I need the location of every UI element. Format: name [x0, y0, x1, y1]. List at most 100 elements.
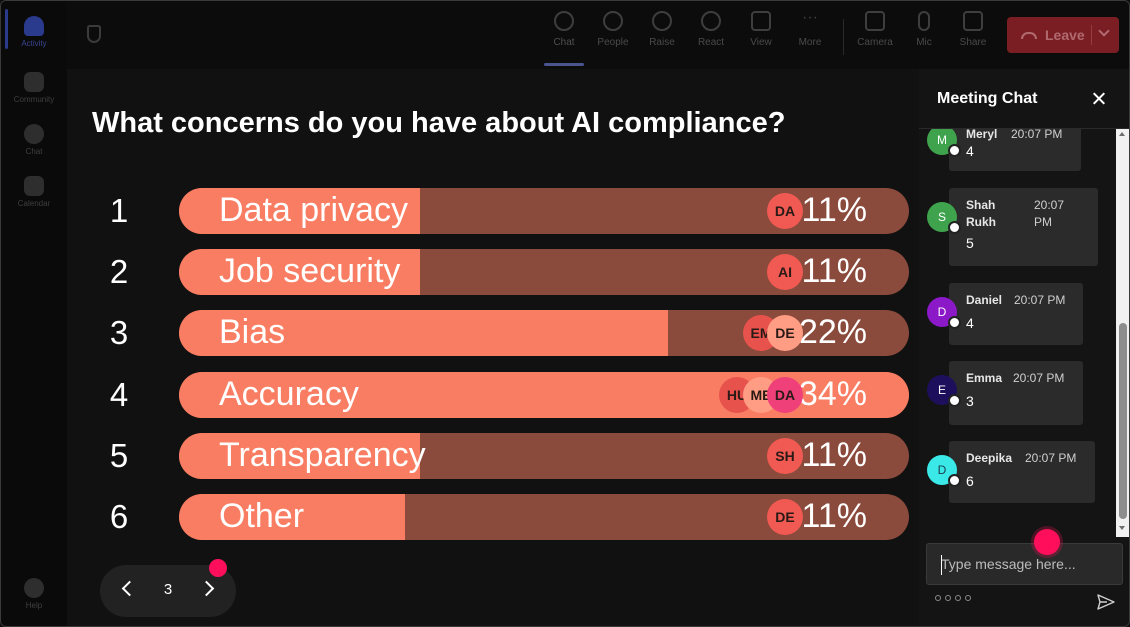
avatar: D — [927, 455, 961, 487]
poll-option-number: 3 — [109, 314, 129, 351]
voter-avatar: DA — [767, 193, 803, 229]
leave-button[interactable]: Leave — [1007, 17, 1119, 53]
poll-option-label: Transparency — [219, 436, 426, 474]
cursor-indicator — [1034, 529, 1060, 555]
chat-active-underline — [544, 63, 584, 66]
phone-hangup-icon — [1021, 31, 1037, 39]
close-icon[interactable] — [1089, 89, 1109, 109]
community-icon — [24, 72, 44, 92]
people-icon — [603, 11, 623, 31]
voter-avatar: DA — [767, 377, 803, 413]
avatar: E — [927, 375, 961, 407]
shield-icon — [87, 25, 101, 43]
message-bubble: Shah Rukh 20:07 PM 5 — [949, 188, 1098, 266]
raise-hand-icon — [652, 11, 672, 31]
poll-option-number: 2 — [109, 253, 129, 290]
gif-icon[interactable] — [965, 595, 971, 601]
poll-option-row: 6 Other 11% DE — [67, 494, 919, 540]
rail-item-community[interactable]: Community — [5, 63, 63, 113]
voter-avatars: DE — [767, 499, 803, 535]
voter-avatars: DA ME HU — [719, 377, 803, 413]
poll-option-fill — [179, 188, 420, 234]
text-caret — [941, 555, 942, 575]
chat-message: Emma 20:07 PM 3 E — [919, 361, 1115, 425]
camera-icon — [865, 11, 885, 31]
emoji-icon[interactable] — [955, 595, 961, 601]
cursor-indicator — [209, 559, 227, 577]
tool-chat[interactable]: Chat — [541, 11, 587, 61]
more-icon: ··· — [802, 9, 818, 26]
poll-option-percent: 11% — [801, 436, 867, 474]
tool-react[interactable]: React — [688, 11, 734, 61]
poll-title: What concerns do you have about AI compl… — [92, 107, 786, 139]
chevron-right-icon[interactable] — [198, 580, 215, 597]
voter-avatars: AI — [767, 254, 803, 290]
avatar: D — [927, 297, 961, 329]
chat-message: Daniel 20:07 PM 4 D — [919, 283, 1115, 347]
poll-option-label: Job security — [219, 252, 401, 290]
chat-icon — [554, 11, 574, 31]
rail-item-help[interactable]: Help — [5, 569, 63, 619]
tool-mic[interactable]: Mic — [901, 11, 947, 61]
format-icon[interactable] — [935, 595, 941, 601]
voter-avatar: SH — [767, 438, 803, 474]
poll-option-bar: Bias 22% DE EM — [179, 310, 909, 356]
message-bubble: Meryl 20:07 PM 4 — [949, 129, 1081, 171]
calendar-icon — [24, 176, 44, 196]
meeting-toolbar: Chat People Raise React View ··· More Ca… — [67, 1, 1129, 69]
chat-message: Meryl 20:07 PM 4 M — [919, 129, 1115, 187]
poll-option-fill — [179, 249, 420, 295]
share-icon — [963, 11, 983, 31]
tool-share[interactable]: Share — [950, 11, 996, 61]
attach-icon[interactable] — [945, 595, 951, 601]
poll-option-fill — [179, 310, 668, 356]
format-toolbar — [935, 595, 971, 601]
chevron-down-icon[interactable] — [1098, 25, 1110, 37]
left-rail: Activity Community Chat Calendar Help — [1, 1, 67, 626]
tool-more[interactable]: ··· More — [798, 9, 822, 49]
message-bubble: Deepika 20:07 PM 6 — [949, 441, 1095, 503]
scroll-up-arrow-icon[interactable] — [1119, 132, 1125, 136]
tool-camera[interactable]: Camera — [852, 11, 898, 61]
poll-option-bar: Accuracy 34% DA ME HU — [179, 372, 909, 418]
poll-option-fill — [179, 494, 405, 540]
voter-avatar: DE — [767, 315, 803, 351]
rail-item-activity[interactable]: Activity — [5, 7, 63, 57]
chat-header: Meeting Chat — [919, 69, 1129, 129]
poll-option-number: 6 — [109, 498, 129, 535]
voter-avatars: DA — [767, 193, 803, 229]
poll-option-number: 4 — [109, 376, 129, 413]
leave-divider — [1091, 25, 1092, 45]
poll-option-bar: Data privacy 11% DA — [179, 188, 909, 234]
scroll-down-arrow-icon[interactable] — [1119, 526, 1125, 530]
poll-option-percent: 11% — [801, 191, 867, 229]
poll-option-label: Other — [219, 497, 305, 535]
poll-option-row: 2 Job security 11% AI — [67, 249, 919, 295]
poll-option-percent: 11% — [801, 497, 867, 535]
chat-message: Shah Rukh 20:07 PM 5 S — [919, 188, 1115, 268]
poll-results: What concerns do you have about AI compl… — [67, 69, 919, 626]
poll-option-bar: Job security 11% AI — [179, 249, 909, 295]
rail-item-chat[interactable]: Chat — [5, 115, 63, 165]
rail-active-indicator — [5, 9, 8, 49]
poll-option-bar: Transparency 11% SH — [179, 433, 909, 479]
tool-view[interactable]: View — [738, 11, 784, 61]
rail-item-calendar[interactable]: Calendar — [5, 167, 63, 217]
tool-people[interactable]: People — [590, 11, 636, 61]
poll-option-percent: 34% — [798, 375, 867, 413]
message-bubble: Daniel 20:07 PM 4 — [949, 283, 1083, 345]
chat-message-input[interactable] — [926, 543, 1123, 585]
chat-title: Meeting Chat — [937, 90, 1038, 107]
send-button[interactable] — [1097, 593, 1115, 611]
chat-scrollbar-thumb[interactable] — [1119, 323, 1127, 519]
poll-option-row: 5 Transparency 11% SH — [67, 433, 919, 479]
mic-icon — [918, 11, 930, 31]
voter-avatar: DE — [767, 499, 803, 535]
poll-option-percent: 11% — [801, 252, 867, 290]
bell-icon — [24, 16, 44, 36]
poll-option-number: 5 — [109, 437, 129, 474]
tool-raise[interactable]: Raise — [639, 11, 685, 61]
page-number: 3 — [163, 581, 173, 598]
chevron-left-icon[interactable] — [121, 580, 138, 597]
